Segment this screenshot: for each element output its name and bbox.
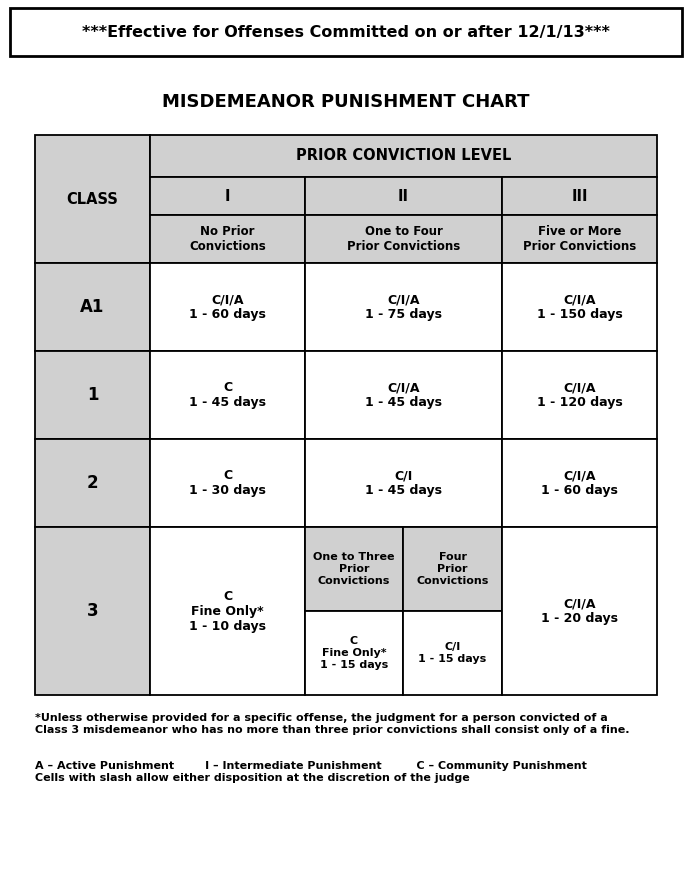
Text: III: III [572,188,588,204]
Text: A1: A1 [80,298,104,316]
Bar [35,439,150,527]
Text: C/I/A
1 - 75 days: C/I/A 1 - 75 days [365,293,442,321]
Text: C/I/A
1 - 60 days: C/I/A 1 - 60 days [189,293,266,321]
Text: II: II [398,188,409,204]
Text: CLASS: CLASS [66,192,118,206]
Text: MISDEMEANOR PUNISHMENT CHART: MISDEMEANOR PUNISHMENT CHART [162,93,530,111]
Text: 1: 1 [86,386,98,404]
Text: C/I
1 - 45 days: C/I 1 - 45 days [365,469,442,497]
Text: C
1 - 30 days: C 1 - 30 days [189,469,266,497]
Text: I: I [225,188,230,204]
Bar [10,8,682,56]
Bar [403,527,502,611]
Bar [305,611,403,695]
Bar [150,135,657,177]
Bar [305,351,502,439]
Bar [502,439,657,527]
Bar [502,215,657,263]
Text: No Prior
Convictions: No Prior Convictions [189,225,266,253]
Bar [35,351,150,439]
Bar [502,527,657,695]
Text: C
Fine Only*
1 - 15 days: C Fine Only* 1 - 15 days [320,637,388,670]
Text: C/I/A
1 - 60 days: C/I/A 1 - 60 days [541,469,618,497]
Text: One to Three
Prior
Convictions: One to Three Prior Convictions [313,552,394,585]
Bar [305,215,502,263]
Text: A – Active Punishment        I – Intermediate Punishment         C – Community P: A – Active Punishment I – Intermediate P… [35,761,587,783]
Text: C/I/A
1 - 45 days: C/I/A 1 - 45 days [365,381,442,409]
Bar [150,215,305,263]
Bar [305,527,403,611]
Bar [502,177,657,215]
Bar [502,351,657,439]
Bar [150,527,305,695]
Bar [403,611,502,695]
Text: C
1 - 45 days: C 1 - 45 days [189,381,266,409]
Text: Four
Prior
Convictions: Four Prior Convictions [417,552,489,585]
Text: *Unless otherwise provided for a specific offense, the judgment for a person con: *Unless otherwise provided for a specifi… [35,713,630,734]
Text: Five or More
Prior Convictions: Five or More Prior Convictions [523,225,636,253]
Bar [150,263,305,351]
Bar [150,177,305,215]
Text: C/I/A
1 - 150 days: C/I/A 1 - 150 days [536,293,622,321]
Bar [150,351,305,439]
Bar [35,527,150,695]
Text: 2: 2 [86,474,98,492]
Bar [305,263,502,351]
Bar [502,263,657,351]
Text: One to Four
Prior Convictions: One to Four Prior Convictions [347,225,460,253]
Text: PRIOR CONVICTION LEVEL: PRIOR CONVICTION LEVEL [295,148,511,164]
Bar [305,439,502,527]
Text: C/I/A
1 - 120 days: C/I/A 1 - 120 days [536,381,622,409]
Bar [305,177,502,215]
Bar [35,135,150,263]
Text: ***Effective for Offenses Committed on or after 12/1/13***: ***Effective for Offenses Committed on o… [82,24,610,39]
Text: 3: 3 [86,602,98,620]
Text: C
Fine Only*
1 - 10 days: C Fine Only* 1 - 10 days [189,590,266,632]
Text: C/I
1 - 15 days: C/I 1 - 15 days [419,642,486,664]
Bar [150,439,305,527]
Bar [35,263,150,351]
Text: C/I/A
1 - 20 days: C/I/A 1 - 20 days [541,597,618,625]
